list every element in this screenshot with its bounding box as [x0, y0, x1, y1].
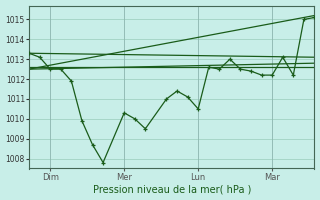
X-axis label: Pression niveau de la mer( hPa ): Pression niveau de la mer( hPa ) [92, 184, 251, 194]
